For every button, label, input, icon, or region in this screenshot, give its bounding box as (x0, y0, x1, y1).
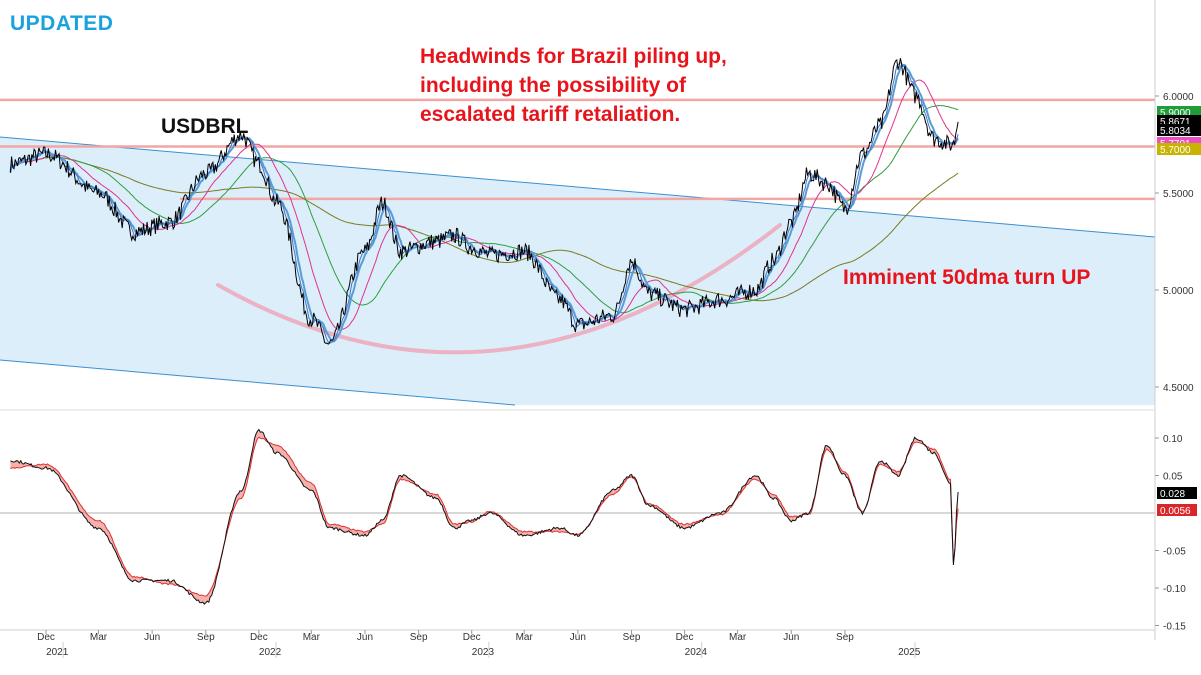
price-value-badge (1157, 124, 1201, 136)
osc-value-badge (1157, 487, 1197, 499)
headline-line-2: including the possibility of (420, 74, 686, 97)
month-tick-label: Jun (144, 632, 160, 643)
price-tick-label: 4.5000 (1163, 383, 1194, 394)
price-value-label: 5.7000 (1160, 145, 1191, 156)
year-tick-label: 2024 (685, 647, 708, 658)
month-tick-label: Mar (516, 632, 534, 643)
month-tick-label: Jun (570, 632, 586, 643)
main-series-group (9, 58, 959, 345)
price-line (9, 58, 959, 345)
osc-tick-label: 0.10 (1163, 434, 1183, 445)
osc-tick-label: -0.15 (1163, 622, 1186, 633)
osc-value-label: 0.0056 (1160, 506, 1191, 517)
year-tick-label: 2025 (898, 647, 921, 658)
month-tick-label: Mar (90, 632, 108, 643)
channel-lower-line (0, 359, 516, 406)
osc-value-badge (1157, 504, 1197, 516)
price-value-label: 5.9000 (1160, 108, 1191, 119)
year-tick-label: 2022 (259, 647, 282, 658)
cup-arc (216, 223, 782, 355)
downtrend-channel-fill (0, 137, 1155, 405)
price-value-label: 5.8671 (1160, 117, 1191, 128)
month-tick-label: Mar (729, 632, 747, 643)
ticker-label: USDBRL (161, 115, 249, 138)
headline-annotation: Headwinds for Brazil piling up, includin… (420, 42, 727, 129)
month-tick-label: Sep (197, 632, 215, 643)
month-tick-label: Mar (303, 632, 321, 643)
year-tick-label: 2021 (46, 647, 69, 658)
osc-tick-label: 0.05 (1163, 472, 1183, 483)
osc-tick-label: -0.05 (1163, 547, 1186, 558)
year-tick-label: 2023 (472, 647, 495, 658)
osc-tick-label: -0.10 (1163, 584, 1186, 595)
price-tick-label: 6.0000 (1163, 92, 1194, 103)
osc-signal-line (10, 436, 959, 597)
headline-line-3: escalated tariff retaliation. (420, 103, 681, 126)
month-tick-label: Sep (410, 632, 428, 643)
imminent-annotation: Imminent 50dma turn UP (843, 266, 1091, 289)
month-tick-label: Dec (37, 632, 55, 643)
month-tick-label: Jun (783, 632, 799, 643)
price-tick-label: 5.0000 (1163, 286, 1194, 297)
month-tick-label: Sep (836, 632, 854, 643)
price-value-badge (1157, 143, 1201, 155)
ma-200-line (9, 156, 959, 302)
month-tick-label: Dec (250, 632, 268, 643)
osc-series-group (0, 428, 1155, 605)
osc-value-label: 0.028 (1160, 489, 1185, 500)
price-value-label: 5.8034 (1160, 126, 1191, 137)
price-tick-label: 5.5000 (1163, 189, 1194, 200)
month-tick-label: Dec (676, 632, 694, 643)
channel-upper-line (0, 136, 1156, 238)
updated-label: UPDATED (10, 12, 114, 35)
osc-fill (10, 429, 959, 605)
month-tick-label: Jun (357, 632, 373, 643)
month-tick-label: Dec (463, 632, 481, 643)
month-tick-label: Sep (623, 632, 641, 643)
headline-line-1: Headwinds for Brazil piling up, (420, 45, 727, 68)
osc-main-line (10, 428, 959, 605)
